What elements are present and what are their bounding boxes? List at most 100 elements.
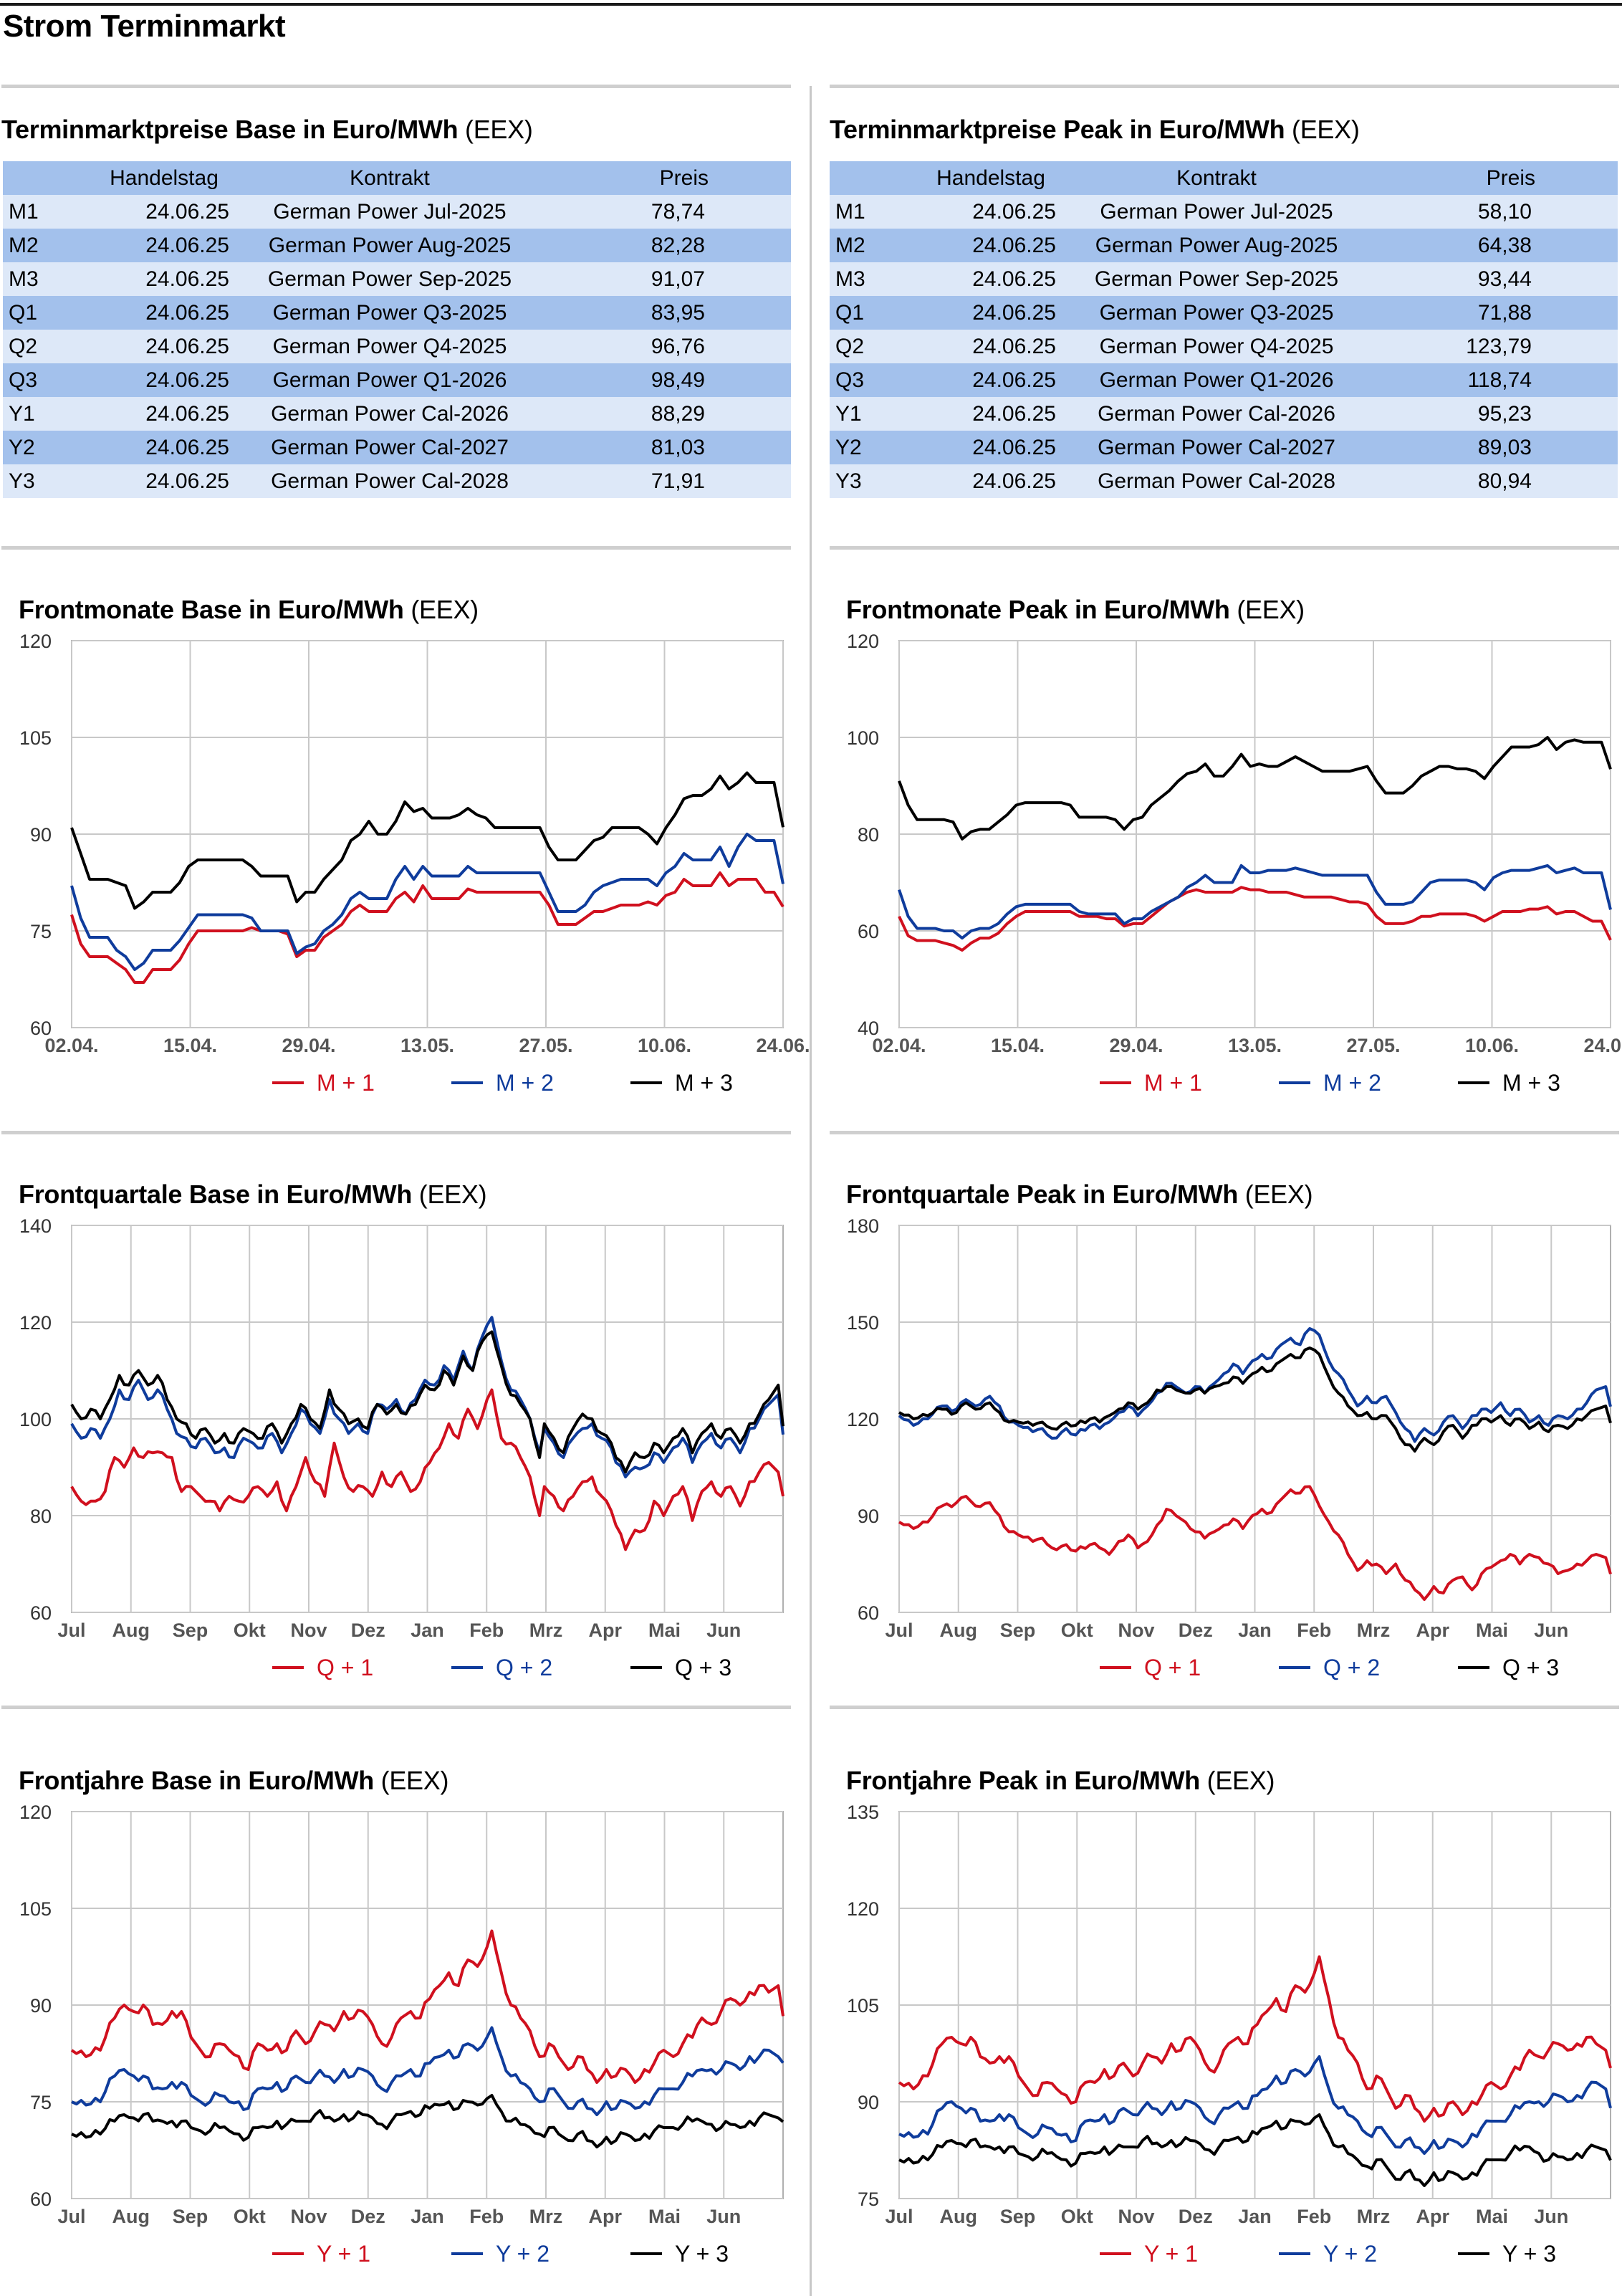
table-row: Q1 24.06.25 German Power Q3-2025 71,88 [830, 296, 1618, 330]
table-cell: Q3 [3, 363, 89, 397]
x-tick-label: 10.06. [638, 1035, 691, 1056]
chart-title-source: (EEX) [1206, 1766, 1275, 1795]
column-header: Preis [540, 161, 791, 195]
column-divider [810, 86, 812, 2296]
table-peak-title: Terminmarktpreise Peak in Euro/MWh (EEX) [830, 115, 1360, 145]
x-tick-label: Mrz [529, 1620, 563, 1641]
chart-title: Frontquartale Base in Euro/MWh (EEX) [19, 1180, 487, 1210]
chart-title-source: (EEX) [411, 595, 479, 624]
x-tick-label: 13.05. [400, 1035, 454, 1056]
table-cell: Q1 [3, 296, 89, 330]
table-row: Y3 24.06.25 German Power Cal-2028 71,91 [3, 464, 791, 498]
legend-label: Y + 3 [1502, 2241, 1556, 2267]
x-tick-label: Okt [234, 2206, 266, 2227]
x-tick-label: Sep [173, 1620, 208, 1641]
legend-label: Y + 2 [1323, 2241, 1377, 2267]
table-cell: 71,91 [540, 464, 791, 498]
column-header: Kontrakt [1066, 161, 1367, 195]
table-cell: 81,03 [540, 431, 791, 464]
table-base-title: Terminmarktpreise Base in Euro/MWh (EEX) [1, 115, 533, 145]
y-tick-label: 75 [30, 921, 52, 942]
x-tick-label: Sep [1000, 2206, 1036, 2227]
table-cell: Q2 [3, 330, 89, 363]
table-cell: 88,29 [540, 397, 791, 431]
table-cell: Y3 [830, 464, 916, 498]
x-tick-label: Dez [1179, 1620, 1213, 1641]
chart-title-source: (EEX) [418, 1180, 487, 1209]
x-tick-label: Jun [1534, 2206, 1568, 2227]
x-tick-label: Apr [589, 2206, 623, 2227]
chart-title: Frontjahre Peak in Euro/MWh (EEX) [846, 1766, 1275, 1796]
y-tick-label: 90 [858, 2092, 879, 2113]
series-line-3 [898, 2113, 1612, 2187]
table-row: Q1 24.06.25 German Power Q3-2025 83,95 [3, 296, 791, 330]
table-cell: German Power Aug-2025 [1066, 229, 1367, 262]
table-cell: 24.06.25 [916, 431, 1066, 464]
table-cell: Y1 [830, 397, 916, 431]
y-tick-label: 40 [858, 1018, 879, 1039]
chart-title-source: (EEX) [380, 1766, 449, 1795]
x-tick-label: Mai [1476, 1620, 1508, 1641]
chart-title: Frontjahre Base in Euro/MWh (EEX) [19, 1766, 448, 1796]
x-tick-label: Dez [351, 1620, 385, 1641]
x-tick-label: Mai [648, 1620, 681, 1641]
table-cell: Q3 [830, 363, 916, 397]
price-table-base: Handelstag Kontrakt Preis M1 24.06.25 German … [3, 161, 791, 498]
x-tick-label: Feb [469, 1620, 504, 1641]
table-cell: 80,94 [1367, 464, 1618, 498]
x-tick-label: Nov [290, 2206, 327, 2227]
x-tick-label: Okt [1061, 2206, 1093, 2227]
x-tick-label: Okt [1061, 1620, 1093, 1641]
y-tick-label: 60 [30, 2189, 52, 2210]
section-rule [830, 546, 1619, 550]
table-cell: German Power Cal-2027 [239, 431, 540, 464]
series-line-3 [70, 771, 784, 910]
table-cell: 96,76 [540, 330, 791, 363]
y-tick-label: 105 [19, 727, 52, 749]
table-row: Y3 24.06.25 German Power Cal-2028 80,94 [830, 464, 1618, 498]
y-tick-label: 60 [858, 1602, 879, 1624]
table-cell: 24.06.25 [89, 363, 239, 397]
x-tick-label: Jul [885, 2206, 913, 2227]
table-cell: 24.06.25 [89, 195, 239, 229]
column-header [830, 161, 916, 195]
x-tick-label: Jan [411, 1620, 444, 1641]
table-cell: 24.06.25 [916, 464, 1066, 498]
table-row: M3 24.06.25 German Power Sep-2025 93,44 [830, 262, 1618, 296]
series-line-3 [898, 1346, 1612, 1453]
table-cell: German Power Sep-2025 [1066, 262, 1367, 296]
x-tick-label: 15.04. [991, 1035, 1045, 1056]
legend-label: Q + 2 [1323, 1655, 1380, 1680]
series-line-1 [70, 871, 784, 984]
y-tick-label: 90 [30, 1995, 52, 2017]
series-line-1 [898, 1955, 1612, 2123]
table-cell: 24.06.25 [916, 262, 1066, 296]
price-table-peak: Handelstag Kontrakt Preis M1 24.06.25 German … [830, 161, 1618, 498]
section-rule [830, 85, 1619, 88]
y-tick-label: 90 [858, 1506, 879, 1527]
series-line-2 [70, 833, 784, 971]
x-tick-label: Mrz [1357, 1620, 1391, 1641]
table-cell: 24.06.25 [89, 296, 239, 330]
legend-label: Q + 3 [1502, 1655, 1559, 1680]
table-cell: Y1 [3, 397, 89, 431]
series-line-2 [898, 864, 1612, 940]
series-line-2 [70, 1316, 784, 1478]
y-tick-label: 150 [847, 1312, 879, 1334]
legend-label: M + 2 [496, 1070, 554, 1096]
x-tick-label: Apr [589, 1620, 623, 1641]
table-cell: M2 [830, 229, 916, 262]
chart-title-main: Frontjahre Base in Euro/MWh [19, 1766, 374, 1795]
table-row: Y2 24.06.25 German Power Cal-2027 89,03 [830, 431, 1618, 464]
table-cell: 24.06.25 [916, 296, 1066, 330]
column-header [3, 161, 89, 195]
table-cell: 83,95 [540, 296, 791, 330]
legend-label: Y + 3 [675, 2241, 729, 2267]
table-cell: 24.06.25 [916, 229, 1066, 262]
table-base-title-main: Terminmarktpreise Base in Euro/MWh [1, 115, 459, 144]
x-tick-label: Apr [1416, 1620, 1450, 1641]
y-tick-label: 120 [19, 1802, 52, 1823]
x-tick-label: 27.05. [1346, 1035, 1400, 1056]
table-cell: 123,79 [1367, 330, 1618, 363]
table-cell: 24.06.25 [916, 397, 1066, 431]
